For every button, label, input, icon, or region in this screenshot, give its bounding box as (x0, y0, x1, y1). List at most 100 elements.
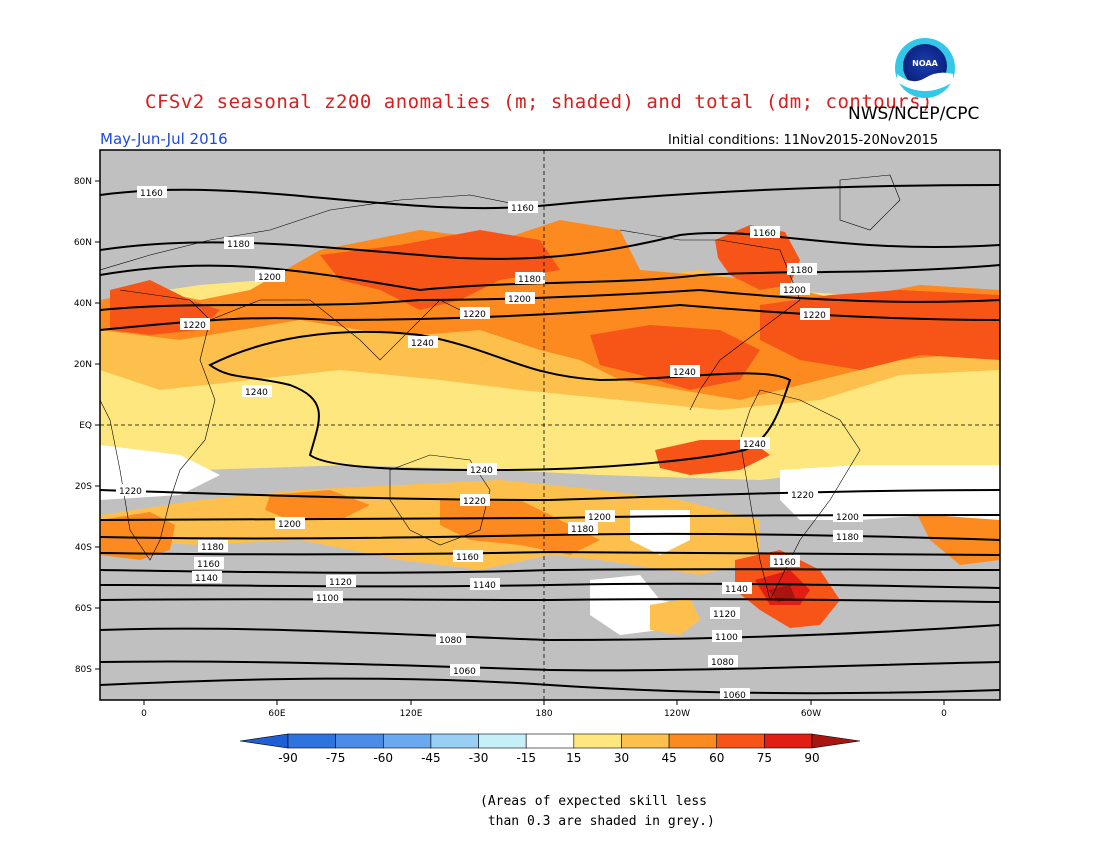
lon-label-120e: 120E (400, 709, 423, 719)
contour-label-1160-c: 1160 (753, 229, 776, 239)
contour-label-1080-a: 1080 (439, 636, 462, 646)
season-label: May-Jun-Jul 2016 (100, 130, 228, 148)
contour-label-1240-b: 1240 (245, 388, 268, 398)
anomaly-45-60-north (100, 220, 1000, 400)
latitude-axis: 80N 60N 40N 20N EQ 20S 40S 60S 80S (74, 177, 100, 675)
contour-label-1180-c: 1180 (790, 266, 813, 276)
contour-labels: 1160 1160 1160 1180 1180 1180 1200 1200 … (116, 186, 863, 701)
lat-label-60s: 60S (75, 604, 92, 614)
anomaly-90-s-atlantic (768, 585, 795, 602)
contour-label-1200-d: 1200 (278, 520, 301, 530)
legend-swatch (478, 733, 527, 749)
contour-label-1220-f: 1220 (791, 491, 814, 501)
legend-tick-label: 90 (804, 751, 819, 765)
lon-label-0-east: 0 (941, 709, 947, 719)
contour-label-1180-f: 1180 (836, 533, 859, 543)
legend-tick-label: 30 (614, 751, 629, 765)
anomaly-45-60-far-south (650, 598, 700, 635)
legend-tick-label: -45 (421, 751, 441, 765)
color-legend: -90 -75 -60 -45 -30 -15 15 30 45 60 75 90 (239, 733, 861, 765)
longitude-axis: 0 60E 120E 180 120W 60W 0 (141, 700, 947, 719)
legend-swatch (287, 733, 336, 749)
lat-label-40n: 40N (74, 299, 92, 309)
lat-label-40s: 40S (75, 543, 92, 553)
legend-tick-label: 60 (709, 751, 724, 765)
contour-label-1220-b: 1220 (463, 310, 486, 320)
contour-label-1180-e: 1180 (571, 525, 594, 535)
legend-tick-label: -15 (516, 751, 536, 765)
contour-label-1180-d: 1180 (201, 543, 224, 553)
contour-label-1240-c: 1240 (673, 368, 696, 378)
lon-label-0-west: 0 (141, 709, 147, 719)
contour-label-1100-b: 1100 (715, 633, 738, 643)
contour-label-1180-a: 1180 (227, 240, 250, 250)
contour-label-1160-a: 1160 (140, 189, 163, 199)
lat-label-60n: 60N (74, 238, 92, 248)
contour-label-1200-c: 1200 (783, 286, 806, 296)
legend-arrow-high (811, 733, 861, 749)
lon-label-60w: 60W (801, 709, 821, 719)
contour-label-1220-d: 1220 (119, 487, 142, 497)
lon-label-180: 180 (535, 709, 552, 719)
legend-swatch (525, 733, 575, 749)
contour-label-1220-c: 1220 (803, 311, 826, 321)
contour-label-1200-b: 1200 (508, 295, 531, 305)
contour-label-1200-f: 1200 (836, 513, 859, 523)
contour-label-1160-b: 1160 (511, 204, 534, 214)
anomaly-30-45-south (100, 480, 760, 575)
anomaly-neutral-south-pacific-2 (630, 510, 690, 555)
legend-tick-label: 45 (661, 751, 676, 765)
lon-label-120w: 120W (664, 709, 690, 719)
legend-tick-label: -75 (326, 751, 346, 765)
contour-label-1100-a: 1100 (316, 594, 339, 604)
contour-label-1180-b: 1180 (518, 275, 541, 285)
legend-tick-label: -30 (469, 751, 489, 765)
legend-swatch (621, 733, 670, 749)
legend-swatch (335, 733, 384, 749)
contour-label-1220-e: 1220 (463, 497, 486, 507)
contour-label-1080-b: 1080 (711, 658, 734, 668)
anomaly-45-60-south-2 (440, 500, 600, 555)
noaa-logo-text: NOAA (912, 59, 938, 68)
legend-swatch (764, 733, 813, 749)
skill-note: (Areas of expected skill less than 0.3 a… (480, 792, 715, 832)
lon-label-60e: 60E (268, 709, 285, 719)
contour-label-1160-e: 1160 (456, 553, 479, 563)
contour-label-1240-a: 1240 (411, 339, 434, 349)
contour-label-1140-b: 1140 (473, 581, 496, 591)
legend-tick-label: -90 (278, 751, 298, 765)
contour-label-1240-e: 1240 (470, 466, 493, 476)
contour-label-1160-f: 1160 (773, 558, 796, 568)
lat-label-80s: 80S (75, 665, 92, 675)
contour-label-1200-a: 1200 (258, 273, 281, 283)
legend-swatch (573, 733, 622, 749)
skill-note-line-1: (Areas of expected skill less (480, 794, 707, 809)
contour-label-1140-a: 1140 (195, 574, 218, 584)
lat-label-eq: EQ (79, 421, 92, 431)
anomaly-neutral-band-east (780, 465, 1000, 520)
noaa-logo: NOAA (895, 38, 955, 98)
map-title: CFSv2 seasonal z200 anomalies (m; shaded… (145, 91, 933, 113)
contour-label-1220-a: 1220 (183, 321, 206, 331)
legend-tick-label: -60 (373, 751, 393, 765)
legend-swatch (716, 733, 765, 749)
legend-swatch (668, 733, 718, 749)
contour-label-1140-c: 1140 (725, 585, 748, 595)
contour-label-1060-b: 1060 (723, 691, 746, 701)
lat-label-80n: 80N (74, 177, 92, 187)
agency-label: NWS/NCEP/CPC (848, 104, 980, 124)
legend-tick-label: 75 (757, 751, 772, 765)
anomaly-60-75-pacific (320, 230, 560, 310)
lat-label-20n: 20N (74, 360, 92, 370)
contour-label-1160-d: 1160 (197, 560, 220, 570)
contour-label-1240-d: 1240 (743, 440, 766, 450)
legend-tick-label: 15 (566, 751, 581, 765)
contour-label-1200-e: 1200 (588, 513, 611, 523)
initial-conditions-label: Initial conditions: 11Nov2015-20Nov2015 (668, 133, 939, 148)
legend-swatch (430, 733, 479, 749)
lat-label-20s: 20S (75, 482, 92, 492)
skill-note-line-2: than 0.3 are shaded in grey.) (480, 814, 715, 829)
legend-swatch (382, 733, 432, 749)
contour-label-1120-a: 1120 (329, 578, 352, 588)
